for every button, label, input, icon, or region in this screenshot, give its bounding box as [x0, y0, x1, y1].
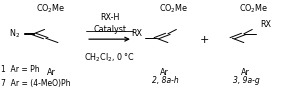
Text: CO$_2$Me: CO$_2$Me — [36, 3, 66, 15]
Text: N$_2$: N$_2$ — [9, 28, 20, 40]
Text: 2, 8a-h: 2, 8a-h — [152, 76, 179, 85]
Text: CH$_2$Cl$_2$, 0 °C: CH$_2$Cl$_2$, 0 °C — [84, 52, 135, 64]
Text: RX-H: RX-H — [100, 13, 119, 22]
Text: Ar: Ar — [47, 68, 55, 77]
Text: RX: RX — [131, 29, 142, 38]
Text: Ar: Ar — [241, 68, 250, 77]
Text: RX: RX — [260, 20, 272, 29]
Text: 3, 9a-g: 3, 9a-g — [233, 76, 260, 85]
Text: Catalyst: Catalyst — [93, 25, 126, 34]
Text: Ar: Ar — [160, 68, 169, 77]
Text: CO$_2$Me: CO$_2$Me — [159, 3, 188, 15]
Text: +: + — [200, 35, 209, 45]
Text: 1  Ar = Ph: 1 Ar = Ph — [1, 65, 40, 74]
Text: CO$_2$Me: CO$_2$Me — [239, 3, 269, 15]
Text: 7  Ar = (4-MeO)Ph: 7 Ar = (4-MeO)Ph — [1, 79, 71, 88]
